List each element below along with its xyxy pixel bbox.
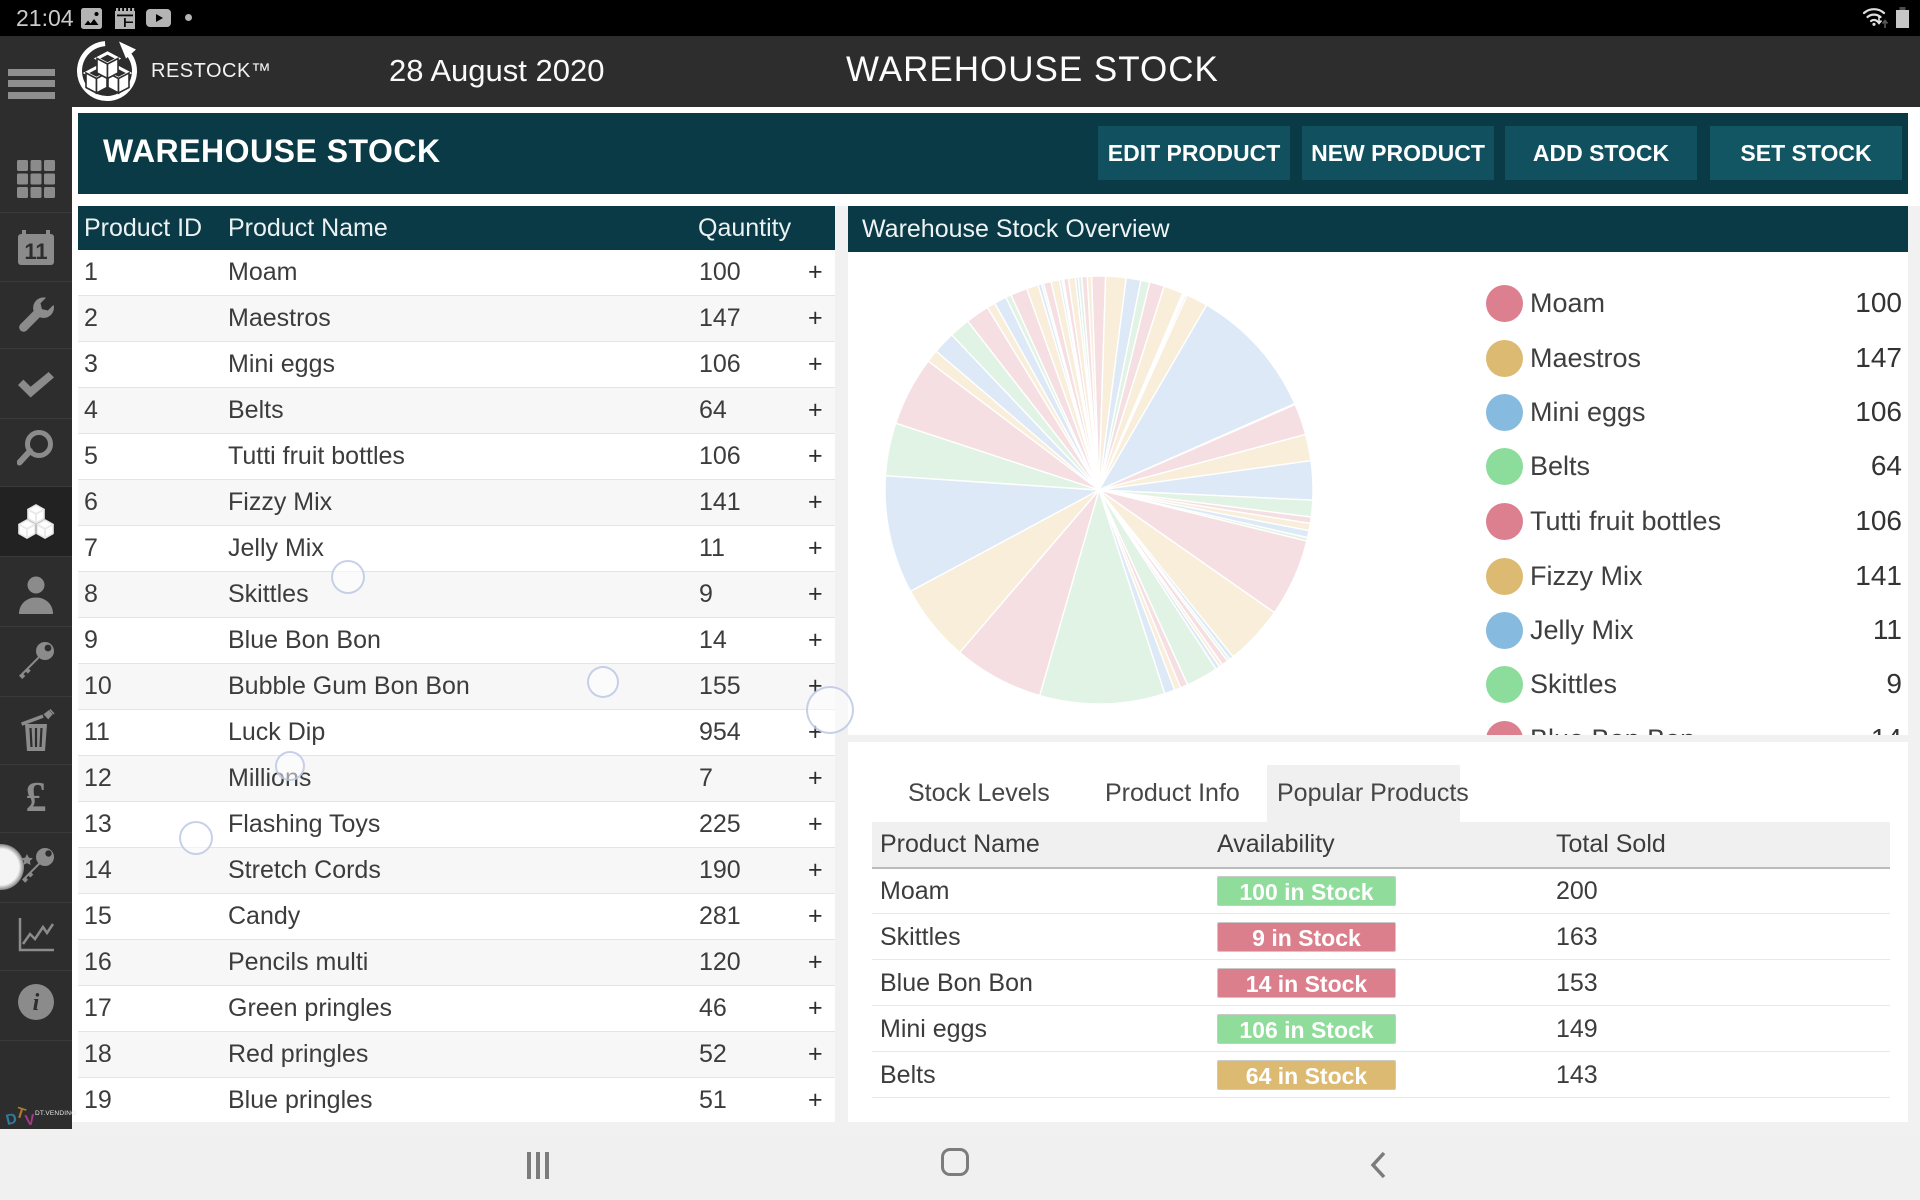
svg-text:i: i	[33, 990, 40, 1016]
svg-text:11: 11	[24, 239, 47, 264]
